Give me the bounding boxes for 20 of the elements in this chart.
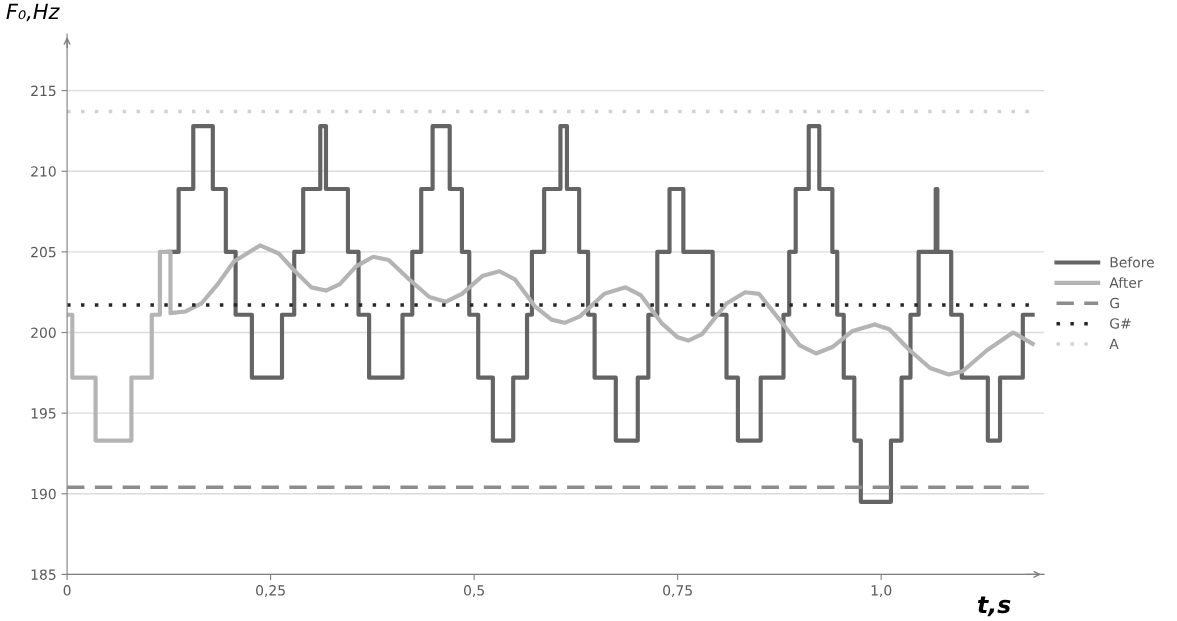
y-tick-label: 215 <box>31 85 56 97</box>
y-tick-label: 195 <box>31 408 56 419</box>
y-tick-label: 205 <box>31 246 56 258</box>
y-tick-label: 210 <box>31 166 56 177</box>
legend-label: G <box>1110 297 1119 309</box>
y-tick-label: 200 <box>31 327 56 338</box>
y-tick-label: 190 <box>31 488 56 500</box>
x-tick-label: 0,5 <box>464 585 484 598</box>
legend-label: A <box>1109 338 1119 349</box>
x-tick-label: 0,25 <box>256 585 285 598</box>
legend-label: G# <box>1110 318 1131 329</box>
x-tick-label: 0,75 <box>663 585 692 598</box>
x-tick-label: 1,0 <box>871 585 892 598</box>
line-series <box>67 243 1035 443</box>
legend-label: Before <box>1110 256 1154 268</box>
y-tick-label: 185 <box>31 569 56 580</box>
y-axis-title: F₀,Hz <box>6 3 60 22</box>
x-tick-label: 0 <box>63 585 71 596</box>
legend-label: After <box>1109 277 1143 288</box>
x-axis-title: t,s <box>977 596 1011 617</box>
